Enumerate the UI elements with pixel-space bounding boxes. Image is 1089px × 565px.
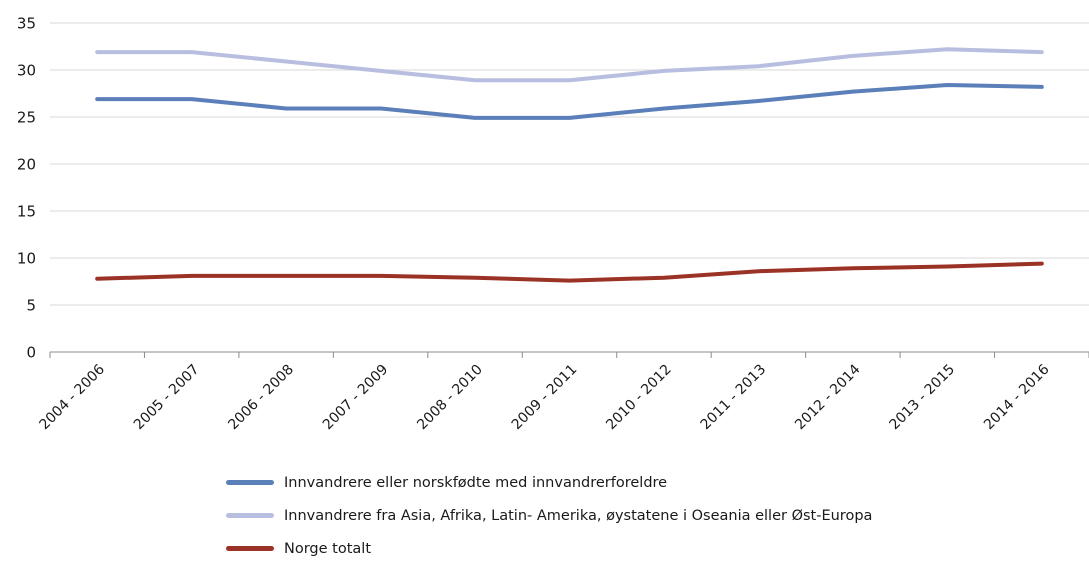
legend-label-series-1: Innvandrere eller norskfødte med innvand… [284, 474, 668, 491]
y-tick-label: 35 [17, 15, 36, 33]
x-tick-label: 2013 - 2015 [887, 362, 959, 434]
y-tick-label: 30 [17, 62, 36, 80]
legend-item-series-3: Norge totalt [226, 532, 872, 565]
x-tick-label: 2009 - 2011 [509, 362, 581, 434]
legend: Innvandrere eller norskfødte med innvand… [226, 466, 872, 565]
legend-swatch-series-3 [226, 546, 274, 551]
legend-label-series-2: Innvandrere fra Asia, Afrika, Latin- Ame… [284, 507, 873, 524]
legend-item-series-1: Innvandrere eller norskfødte med innvand… [226, 466, 872, 499]
x-tick-label: 2008 - 2010 [414, 362, 486, 434]
y-tick-label: 20 [17, 156, 36, 174]
x-tick-label: 2007 - 2009 [320, 362, 392, 434]
gridlines [50, 22, 1089, 306]
y-tick-label: 0 [26, 344, 36, 362]
x-tick-label: 2004 - 2006 [36, 361, 108, 433]
y-tick-label: 25 [17, 109, 36, 127]
series-line-1 [95, 83, 1044, 120]
legend-swatch-series-1 [226, 480, 274, 485]
x-tick-label: 2014 - 2016 [981, 361, 1053, 433]
x-tick-label: 2012 - 2014 [792, 361, 864, 433]
y-tick-label: 5 [26, 297, 36, 315]
chart-canvas: 0 5 10 15 20 25 30 35 2004 - 2006 2005 - 2007 2006… [17, 15, 1089, 434]
x-tick-label: 2005 - 2007 [131, 362, 203, 434]
series-line-3 [95, 261, 1044, 283]
legend-swatch-series-2 [226, 513, 274, 518]
y-tick-label: 15 [17, 203, 36, 221]
legend-label-series-3: Norge totalt [284, 540, 371, 557]
axes: 0 5 10 15 20 25 30 35 2004 - 2006 2005 - 2007 2006… [17, 15, 1089, 434]
x-tick-label: 2010 - 2012 [603, 362, 675, 434]
series-line-2 [95, 47, 1044, 83]
series-lines [95, 47, 1044, 283]
y-tick-label: 10 [17, 250, 36, 268]
x-tick-label: 2011 - 2013 [698, 362, 770, 434]
legend-item-series-2: Innvandrere fra Asia, Afrika, Latin- Ame… [226, 499, 872, 532]
x-tick-label: 2006 - 2008 [225, 362, 297, 434]
